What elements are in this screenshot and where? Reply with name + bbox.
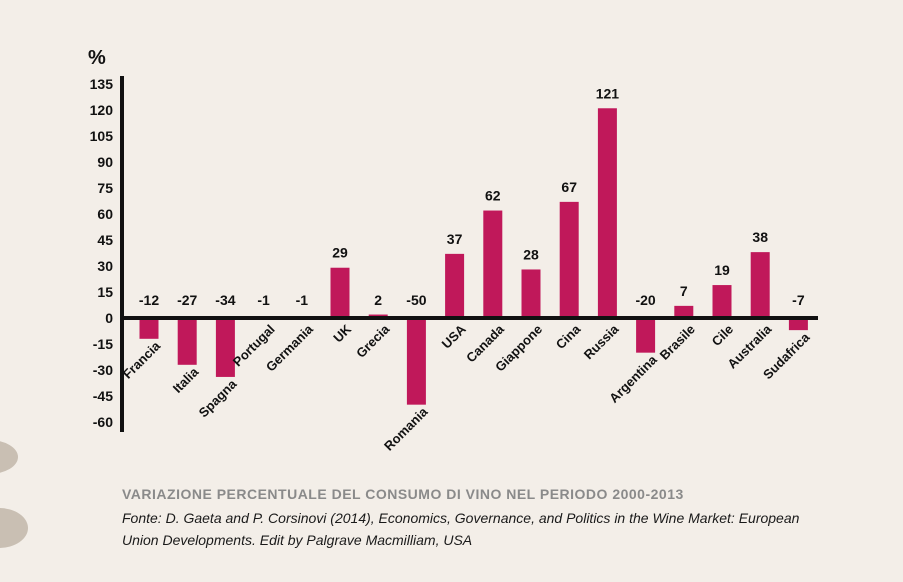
data-label: -34 [215,292,235,308]
data-label: 62 [485,188,501,204]
bar [559,201,579,318]
x-category-label: USA [439,321,469,351]
data-label: 121 [596,85,620,101]
bar [406,318,426,405]
bar [215,318,235,377]
y-tick-label: 135 [90,76,114,92]
bar [330,267,350,318]
bar [636,318,656,353]
data-label: -12 [139,292,159,308]
data-label: 28 [523,246,539,262]
x-category-label: Argentina [606,352,660,406]
y-tick-label: 90 [97,154,113,170]
x-category-label: Cina [553,321,584,352]
data-label: 67 [561,179,577,195]
y-tick-label: 45 [97,232,113,248]
y-axis-unit-label: % [88,47,106,69]
chart-caption: VARIAZIONE PERCENTUALE DEL CONSUMO DI VI… [122,486,882,551]
bar [750,252,770,318]
bar [521,269,541,318]
bar [139,318,159,339]
x-category-label: UK [330,321,354,345]
decorative-shape-bottom [0,508,28,548]
data-label: -50 [406,292,426,308]
data-label: 2 [374,292,382,308]
y-tick-label: 15 [97,284,113,300]
x-category-label: Romania [381,404,431,454]
decorative-shape-top [0,440,18,474]
bar [597,108,617,319]
y-tick-label: -15 [93,336,113,352]
y-tick-label: -60 [93,414,113,430]
data-label: 38 [752,229,768,245]
data-label: -27 [177,292,197,308]
x-category-label: Russia [581,321,622,362]
bar [674,305,694,318]
y-tick-label: -45 [93,388,113,404]
data-label: -1 [296,292,309,308]
bar-chart: % 135 120 105 90 75 60 45 30 15 0 -15 -30 -45 -60 -12 -2… [88,47,818,454]
data-label: -1 [257,292,270,308]
bar [788,318,808,331]
data-label: -7 [792,292,805,308]
y-tick-label: 0 [105,310,113,326]
x-category-label: Spagna [196,376,240,420]
bar [483,210,503,318]
y-tick-label: 30 [97,258,113,274]
y-tick-label: 120 [90,102,114,118]
data-label: 7 [680,283,688,299]
x-category-label: Francia [120,338,164,382]
x-category-label: Brasile [657,322,698,363]
x-category-label: Italia [170,364,202,396]
y-tick-label: 60 [97,206,113,222]
bar [712,285,732,318]
data-label: 29 [332,245,348,261]
y-tick-label: -30 [93,362,113,378]
chart-caption-source: Fonte: D. Gaeta and P. Corsinovi (2014),… [122,510,800,548]
bar [177,318,197,365]
chart-caption-title: VARIAZIONE PERCENTUALE DEL CONSUMO DI VI… [122,486,684,502]
x-category-label: Cile [709,322,736,349]
bar [445,253,465,318]
data-label: -20 [635,292,655,308]
y-tick-label: 105 [90,128,114,144]
data-label: 19 [714,262,730,278]
data-label: 37 [447,231,463,247]
x-category-label: Grecia [353,321,393,361]
y-tick-label: 75 [97,180,113,196]
